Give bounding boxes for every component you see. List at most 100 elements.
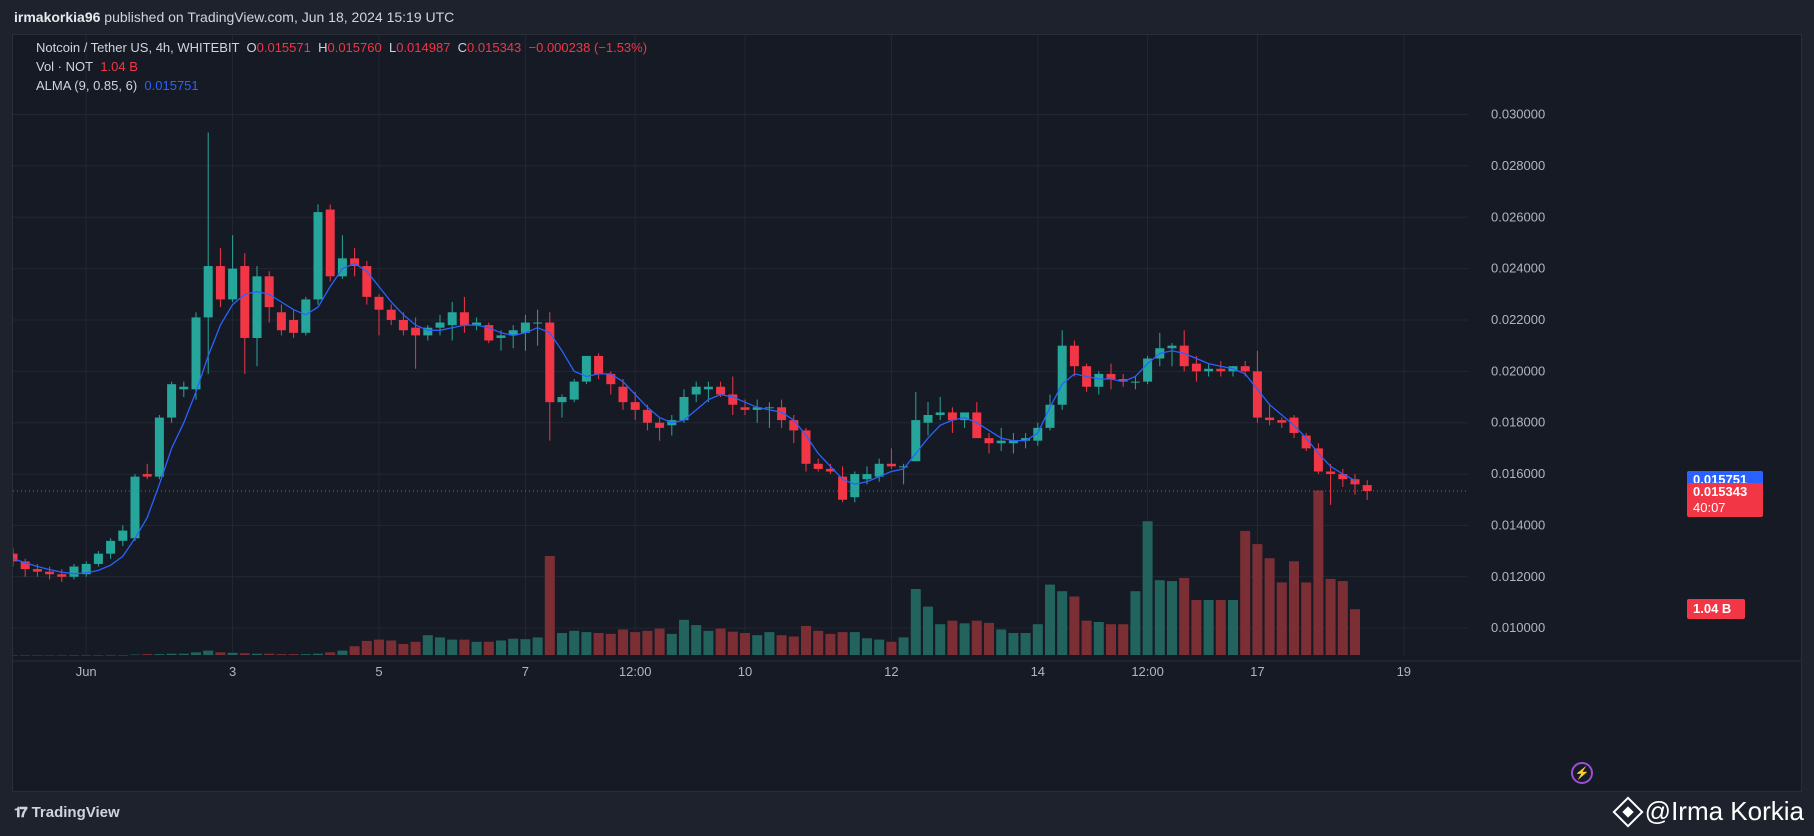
volume-bar — [923, 606, 933, 655]
candle-body — [1021, 438, 1031, 441]
volume-bar — [1264, 558, 1275, 655]
volume-bar — [325, 652, 336, 655]
candle-body — [203, 266, 213, 318]
volume-bar — [1179, 578, 1190, 655]
candle-body — [264, 276, 274, 308]
volume-bar — [337, 650, 348, 655]
volume-bar — [349, 646, 360, 655]
candle-body — [337, 258, 347, 277]
volume-bar — [264, 653, 275, 655]
x-tick-label: 3 — [229, 664, 236, 679]
volume-bar — [1106, 624, 1116, 655]
volume-bar — [69, 655, 79, 656]
candle-body — [764, 407, 774, 409]
volume-bar — [593, 633, 604, 655]
chart-panel[interactable]: 0.030000 0.028000 0.026000 0.024000 0.022000… — [12, 34, 1802, 792]
legend-symbol[interactable]: Notcoin / Tether US, 4h, WHITEBIT — [36, 40, 240, 55]
volume-bar — [1057, 591, 1068, 655]
candle-body — [679, 397, 689, 421]
candle-body — [45, 571, 55, 575]
volume-bar — [1228, 600, 1238, 655]
legend-volume-label[interactable]: Vol · NOT — [36, 59, 94, 74]
volume-bar — [1118, 624, 1129, 655]
candle-body — [313, 212, 323, 300]
candle-body — [81, 563, 91, 575]
candle-body — [862, 474, 872, 480]
volume-bar — [984, 622, 994, 655]
candle-body — [362, 266, 372, 297]
x-tick-label: 12:00 — [619, 664, 652, 679]
x-tick-label: 12 — [884, 664, 898, 679]
volume-bar — [1337, 581, 1348, 655]
volume-bar — [13, 655, 18, 656]
y-tick-label: 0.016000 — [1491, 466, 1545, 481]
candle-body — [777, 407, 787, 421]
price-chart[interactable]: 0.030000 0.028000 0.026000 0.024000 0.022000… — [13, 35, 1801, 791]
volume-bar — [1154, 580, 1165, 655]
candle-body — [179, 386, 189, 390]
candle-body — [655, 422, 665, 428]
candle-body — [557, 397, 567, 403]
y-tick-label: 0.026000 — [1491, 209, 1545, 224]
candle-body — [228, 268, 238, 300]
publisher-name[interactable]: irmakorkia96 — [14, 9, 101, 25]
y-tick-label: 0.022000 — [1491, 312, 1545, 327]
volume-bar — [654, 628, 665, 655]
candle-body — [130, 476, 140, 539]
volume-bar — [947, 620, 958, 655]
volume-bar — [1142, 521, 1153, 655]
tradingview-brand[interactable]: 𝟏𝟕 TradingView — [14, 804, 120, 821]
candle-body — [1326, 471, 1336, 475]
volume-bar — [849, 632, 860, 655]
legend-volume-value: 1.04 B — [100, 59, 138, 74]
volume-bar — [252, 653, 262, 655]
candle-body — [1216, 368, 1226, 372]
candle-body — [1313, 448, 1323, 472]
candle-body — [533, 322, 543, 324]
y-tick-label: 0.020000 — [1491, 363, 1545, 378]
volume-bar — [32, 655, 43, 656]
legend-open-label: O — [246, 40, 257, 55]
volume-bar — [679, 619, 689, 655]
volume-bar — [1325, 578, 1336, 655]
candle-body — [1008, 440, 1018, 444]
candle-body — [69, 566, 79, 577]
volume-bar — [642, 630, 653, 655]
volume-bar — [483, 641, 494, 655]
volume-bar — [154, 654, 165, 655]
candle-body — [1265, 417, 1275, 421]
volume-bar — [776, 635, 787, 655]
volume-bar — [727, 631, 738, 655]
candle-body — [1069, 345, 1079, 367]
volume-bar — [520, 639, 531, 655]
volume-bar — [874, 639, 885, 655]
candle-body — [398, 319, 408, 331]
volume-bar — [557, 633, 567, 655]
candle-body — [118, 530, 128, 541]
legend-alma-label[interactable]: ALMA (9, 0.85, 6) — [36, 78, 138, 93]
volume-bar — [276, 654, 287, 655]
volume-label: 1.04 B — [1687, 599, 1745, 620]
candle-body — [350, 258, 360, 267]
legend-high-value: 0.015760 — [327, 40, 382, 55]
volume-bar — [447, 639, 458, 655]
candle-body — [508, 330, 518, 336]
candle-body — [423, 327, 433, 336]
candle-body — [1301, 435, 1311, 449]
footer: 𝟏𝟕 TradingView @Irma Korkia — [0, 792, 1814, 836]
candle-body — [1362, 485, 1372, 492]
candle-body — [447, 312, 457, 326]
candle-body — [106, 540, 116, 554]
volume-bar — [825, 633, 836, 655]
legend-high-label: H — [318, 40, 328, 55]
volume-bar — [44, 655, 55, 656]
volume-bar — [227, 652, 238, 655]
volume-bar — [81, 655, 92, 656]
y-tick-label: 0.024000 — [1491, 261, 1545, 276]
candle-body — [801, 430, 811, 464]
candle-body — [606, 373, 616, 385]
volume-bar — [618, 629, 628, 655]
lightning-icon[interactable]: ⚡ — [1571, 762, 1593, 784]
volume-bar — [703, 630, 714, 655]
volume-bar — [288, 654, 299, 655]
